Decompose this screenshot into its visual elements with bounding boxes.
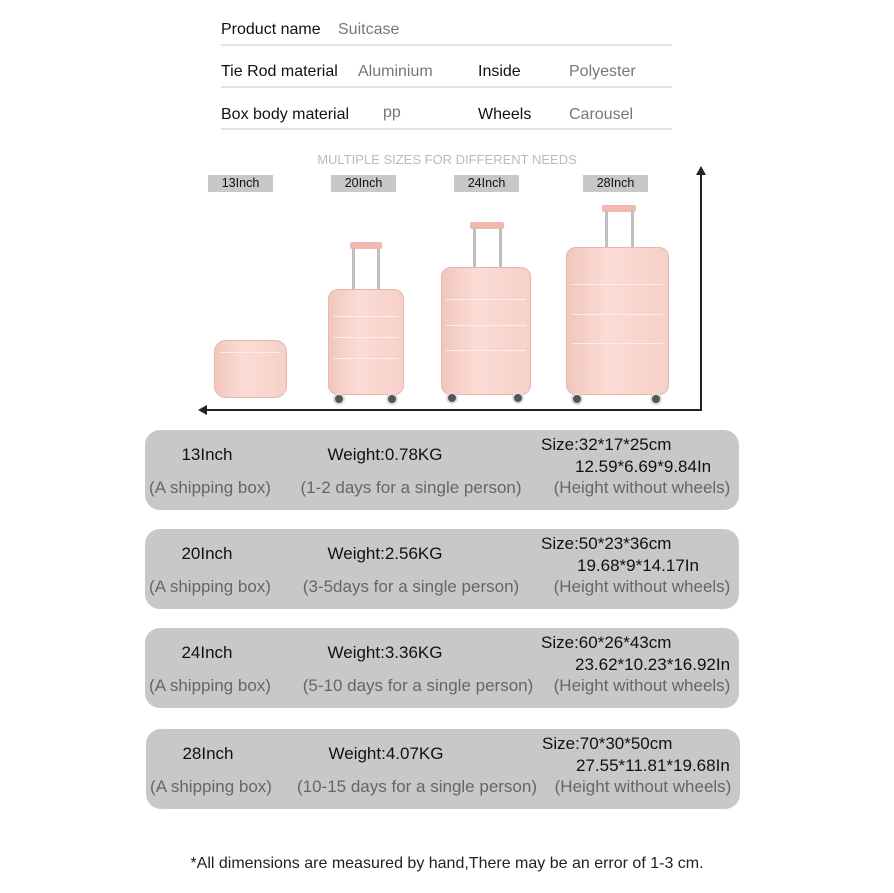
wheels-label: Wheels — [478, 106, 532, 123]
row-dims-in: 27.55*11.81*19.68In — [576, 756, 730, 775]
body-material-value: pp — [383, 104, 401, 121]
row-dims-cm: Size:70*30*50cm — [542, 734, 673, 753]
row-dims-in: 19.68*9*14.17In — [577, 556, 699, 575]
row-box-note: (A shipping box) — [150, 777, 272, 796]
row-days: (5-10 days for a single person) — [302, 676, 534, 695]
arrow-up-icon — [696, 166, 706, 175]
row-days: (1-2 days for a single person) — [300, 478, 522, 497]
divider — [221, 86, 672, 88]
row-size: 13Inch — [181, 445, 233, 464]
size-tag: 13Inch — [208, 175, 273, 192]
row-days: (3-5days for a single person) — [302, 577, 520, 596]
row-size: 20Inch — [181, 544, 233, 563]
row-weight: Weight:3.36KG — [327, 643, 443, 662]
row-weight: Weight:0.78KG — [327, 445, 443, 464]
suitcase-rib — [332, 357, 400, 359]
size-row: 24Inch (A shipping box) Weight:3.36KG (5… — [145, 628, 739, 708]
tie-rod-label: Tie Rod material — [221, 63, 338, 80]
size-row: 20Inch (A shipping box) Weight:2.56KG (3… — [145, 529, 739, 609]
row-box-note: (A shipping box) — [149, 676, 271, 695]
inside-label: Inside — [478, 63, 521, 80]
suitcase-rib — [572, 343, 663, 345]
row-size: 28Inch — [182, 744, 234, 763]
suitcase-rib — [332, 315, 400, 317]
size-tag: 28Inch — [583, 175, 648, 192]
row-box-note: (A shipping box) — [149, 478, 271, 497]
size-row: 13Inch (A shipping box) Weight:0.78KG (1… — [145, 430, 739, 510]
height-axis — [700, 172, 702, 410]
suitcase-rib — [446, 299, 526, 300]
subtitle: MULTIPLE SIZES FOR DIFFERENT NEEDS — [317, 152, 577, 167]
wheels-value: Carousel — [569, 106, 634, 123]
body-material-label: Box body material — [221, 106, 350, 123]
divider — [221, 44, 672, 46]
suitcase-rib — [572, 284, 663, 285]
row-size: 24Inch — [181, 643, 233, 662]
size-row: 28Inch (A shipping box) Weight:4.07KG (1… — [146, 729, 740, 809]
row-note: (Height without wheels) — [553, 676, 731, 695]
tie-rod-value: Aluminium — [358, 63, 433, 80]
suitcase-rib — [572, 313, 663, 315]
row-box-note: (A shipping box) — [149, 577, 271, 596]
row-note: (Height without wheels) — [553, 478, 731, 497]
row-dims-in: 23.62*10.23*16.92In — [575, 655, 731, 674]
row-dims-cm: Size:50*23*36cm — [541, 534, 672, 553]
size-tag: 24Inch — [454, 175, 519, 192]
row-note: (Height without wheels) — [553, 577, 731, 596]
row-note: (Height without wheels) — [554, 777, 732, 796]
row-dims-in: 12.59*6.69*9.84In — [575, 457, 712, 476]
row-dims-cm: Size:60*26*43cm — [541, 633, 672, 652]
product-name-value: Suitcase — [338, 21, 400, 38]
product-name-label: Product name — [221, 21, 321, 38]
row-weight: Weight:2.56KG — [327, 544, 443, 563]
arrow-left-icon — [198, 405, 207, 415]
suitcase-rib — [446, 350, 526, 352]
row-weight: Weight:4.07KG — [328, 744, 444, 763]
suitcase-rib — [446, 324, 526, 326]
row-dims-cm: Size:32*17*25cm — [541, 435, 672, 454]
suitcase-rib — [332, 336, 400, 338]
size-tag: 20Inch — [331, 175, 396, 192]
width-axis — [204, 409, 702, 411]
divider — [221, 128, 672, 130]
inside-value: Polyester — [569, 63, 636, 80]
row-days: (10-15 days for a single person) — [296, 777, 538, 796]
footnote: *All dimensions are measured by hand,The… — [190, 855, 704, 872]
